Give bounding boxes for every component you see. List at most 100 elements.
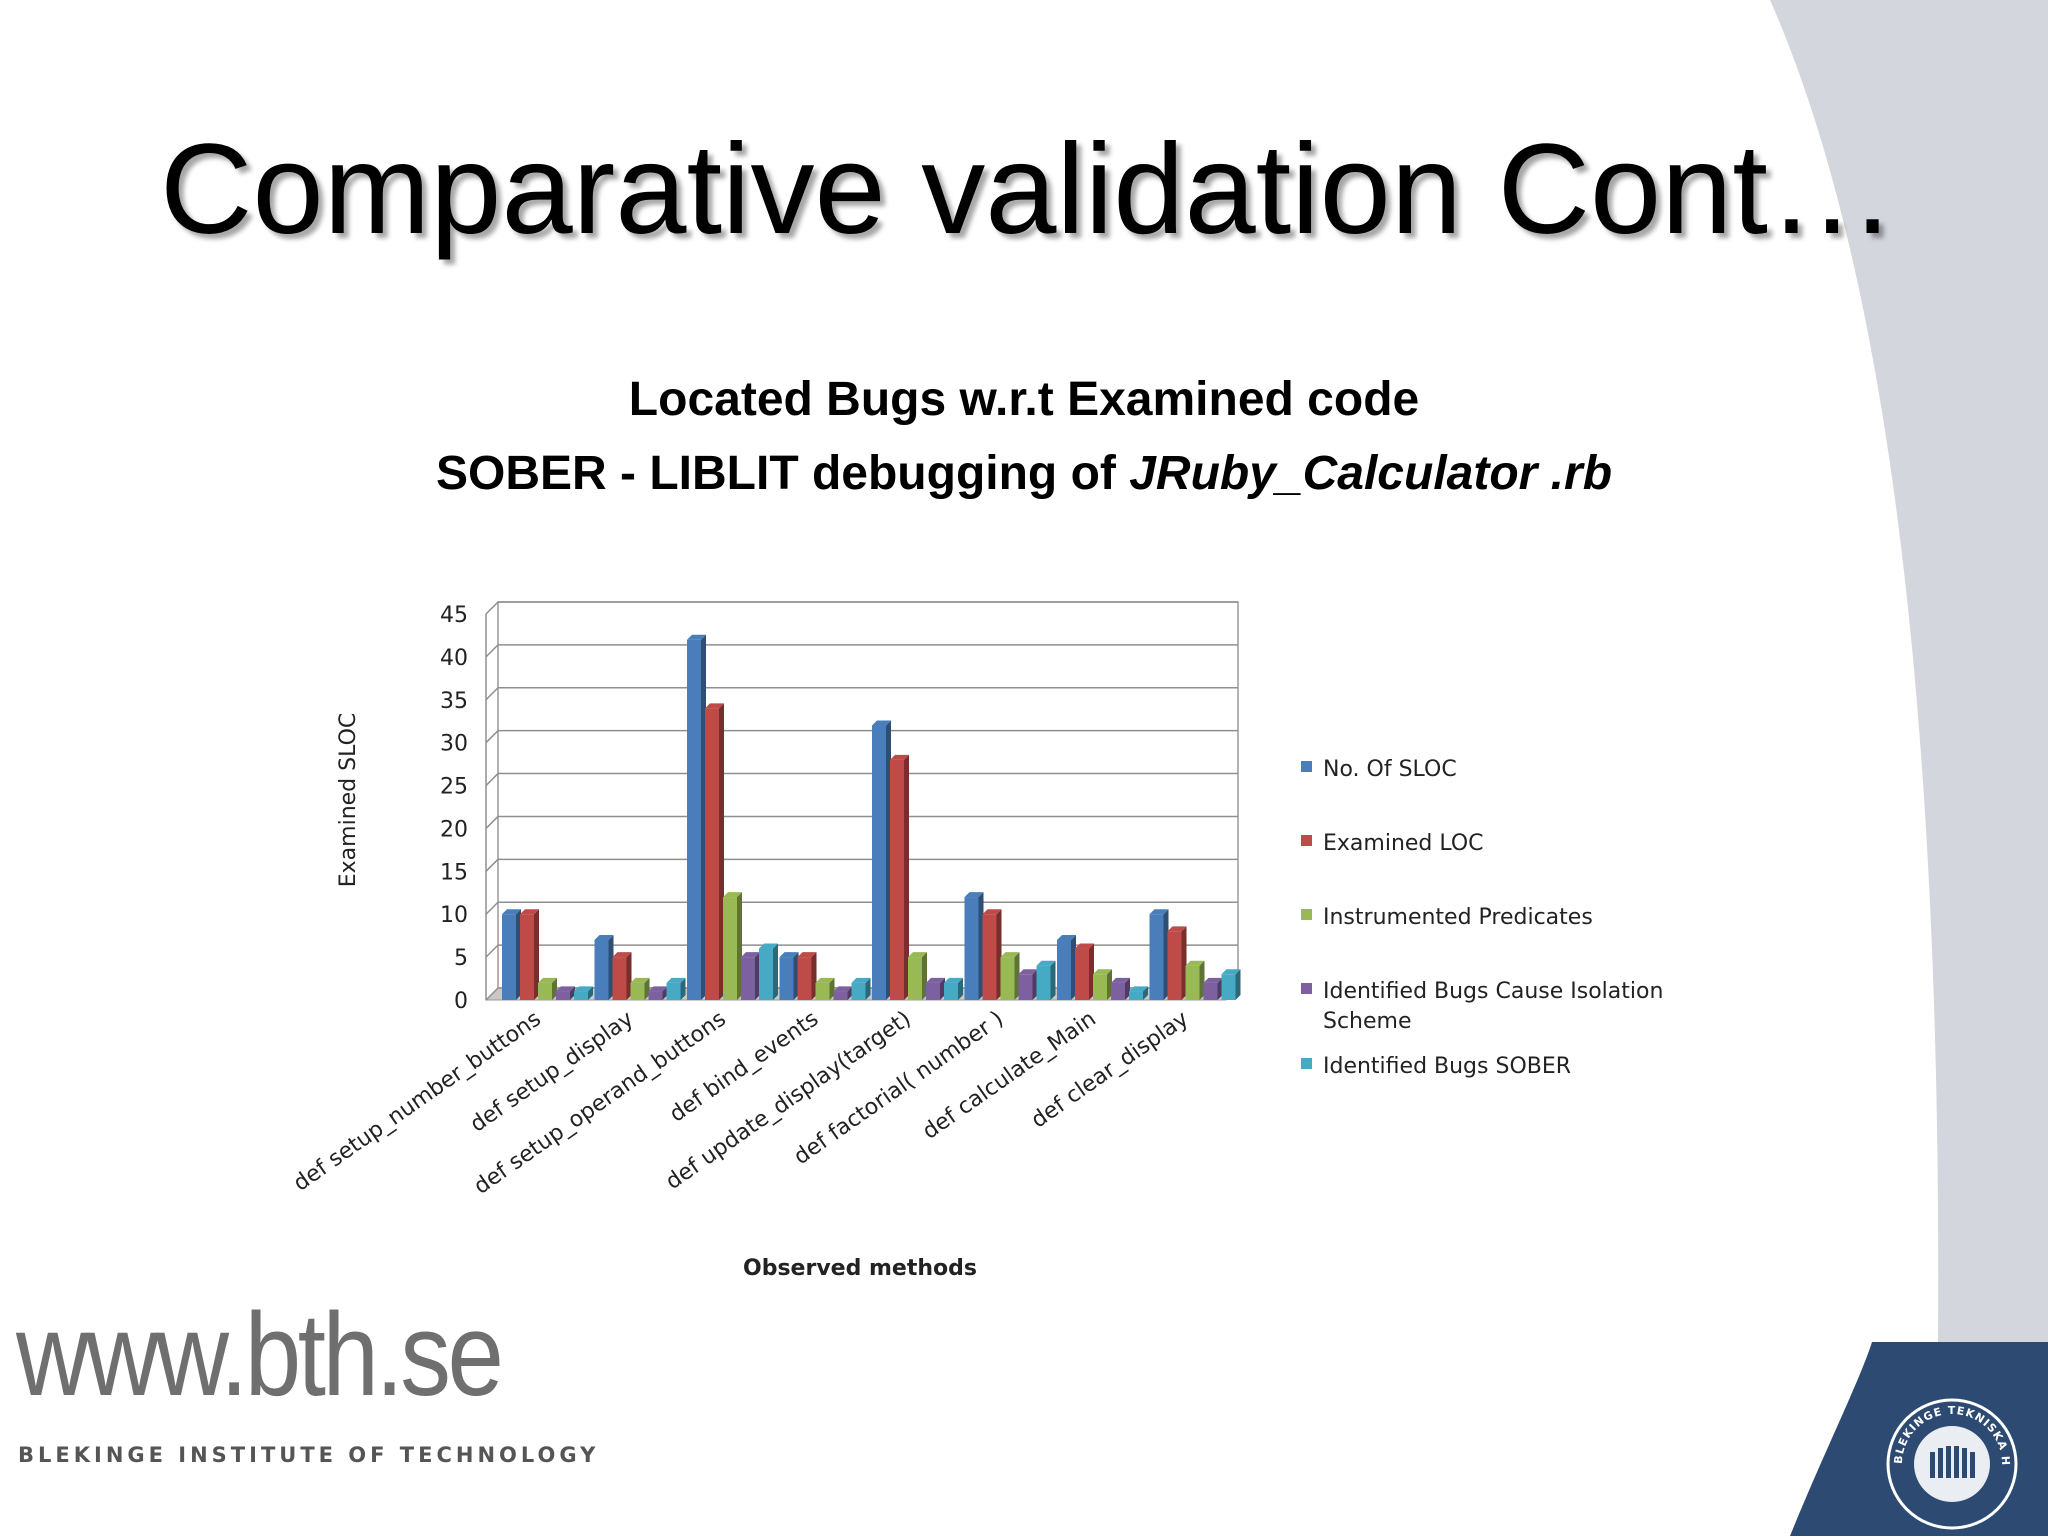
bar-top xyxy=(1036,960,1056,966)
legend-label: Identified Bugs SOBER xyxy=(1323,1054,1571,1079)
bar-side xyxy=(1014,952,1020,1000)
bar-side xyxy=(644,977,650,1000)
bar xyxy=(705,708,719,1000)
bar xyxy=(1149,914,1164,1000)
bar xyxy=(666,982,681,1000)
bar xyxy=(1185,965,1200,1000)
x-tick-label: def setup_display xyxy=(466,1006,638,1137)
bar-side xyxy=(588,986,593,1000)
bar xyxy=(926,982,940,1000)
bar-top xyxy=(1167,926,1187,932)
subtitle-filename: JRuby_Calculator .rb xyxy=(1129,447,1613,500)
bar-top xyxy=(908,952,927,958)
bar xyxy=(982,914,997,1000)
bar-top xyxy=(648,986,668,992)
bar xyxy=(1221,974,1236,1000)
bar xyxy=(1075,948,1089,1000)
bar xyxy=(1000,957,1015,1000)
bar xyxy=(741,957,755,1000)
bar xyxy=(908,957,922,1000)
bar-top xyxy=(666,977,686,983)
bar-side xyxy=(1199,960,1205,1000)
bar-top xyxy=(1057,934,1076,940)
legend-label: No. Of SLOC xyxy=(1323,757,1457,782)
bar-side xyxy=(922,952,927,1000)
bar xyxy=(556,991,570,1000)
institute-name: BLEKINGE INSTITUTE OF TECHNOLOGY xyxy=(18,1443,600,1467)
bar-top xyxy=(1203,977,1223,983)
bar-side xyxy=(737,892,742,1000)
bar-top xyxy=(815,977,835,983)
bar-side xyxy=(516,909,521,1000)
bar-side xyxy=(552,977,557,1000)
bar-top xyxy=(1111,977,1130,983)
bar xyxy=(1129,991,1143,1000)
bar-side xyxy=(1032,969,1038,1000)
bar-top xyxy=(890,754,909,760)
bar xyxy=(1036,965,1051,1000)
x-axis-title: Observed methods xyxy=(743,1256,977,1281)
legend-swatch xyxy=(1301,1058,1312,1069)
gridline-depth xyxy=(485,944,499,958)
bar-top xyxy=(982,909,1002,915)
bar-side xyxy=(940,977,945,1000)
y-tick-label: 10 xyxy=(440,903,468,928)
y-tick-label: 35 xyxy=(440,689,468,714)
bar-side xyxy=(1163,909,1169,1000)
y-tick-label: 0 xyxy=(454,989,468,1014)
bar xyxy=(944,982,958,1000)
bar-side xyxy=(886,720,891,1000)
bar xyxy=(797,957,812,1000)
bar xyxy=(1093,974,1107,1000)
gridline-depth xyxy=(485,644,499,658)
bar xyxy=(1111,982,1125,1000)
bar xyxy=(779,957,794,1000)
chart-subtitle-2: SOBER - LIBLIT debugging of JRuby_Calcul… xyxy=(0,446,2048,501)
bar-side xyxy=(904,754,909,1000)
bar-side xyxy=(701,634,706,1000)
bar-side xyxy=(1125,977,1130,1000)
y-tick-label: 45 xyxy=(440,603,468,628)
x-tick-label: def clear_display xyxy=(1027,1006,1193,1133)
bar-side xyxy=(1071,934,1076,1000)
bar xyxy=(612,957,627,1000)
bar-top xyxy=(574,986,593,992)
bar-top xyxy=(723,892,742,898)
bar-side xyxy=(1217,977,1223,1000)
bar-side xyxy=(719,703,724,1000)
bar-top xyxy=(833,986,853,992)
bar-side xyxy=(1089,943,1094,1000)
bar xyxy=(502,914,516,1000)
bar-top xyxy=(612,952,632,958)
bar xyxy=(1203,982,1218,1000)
bar-side xyxy=(534,909,539,1000)
bar-top xyxy=(556,986,575,992)
bar-top xyxy=(1221,969,1241,975)
bar-top xyxy=(926,977,945,983)
legend-swatch xyxy=(1301,761,1312,772)
gridline-depth xyxy=(485,687,499,701)
bar xyxy=(648,991,663,1000)
bar-side xyxy=(755,952,760,1000)
bar-top xyxy=(1149,909,1169,915)
bar-top xyxy=(872,720,891,726)
bar-side xyxy=(865,977,871,1000)
bar-top xyxy=(502,909,521,915)
bar xyxy=(759,948,773,1000)
bar-side xyxy=(996,909,1002,1000)
bth-url-logo: www.bth.se xyxy=(16,1289,504,1421)
plot-area xyxy=(497,601,1239,989)
bth-seal-icon: BLEKINGE TEKNISKA HÖGSKOLA · BTH xyxy=(1880,1392,2018,1530)
bar-side xyxy=(680,977,686,1000)
bar xyxy=(964,897,979,1000)
gray-curve-band xyxy=(1770,0,2048,1536)
bar-top xyxy=(779,952,799,958)
bar xyxy=(1167,931,1182,1000)
bar xyxy=(815,982,830,1000)
bar xyxy=(520,914,534,1000)
bar-top xyxy=(741,952,760,958)
bar-side xyxy=(608,934,614,1000)
bar-top xyxy=(1018,969,1038,975)
